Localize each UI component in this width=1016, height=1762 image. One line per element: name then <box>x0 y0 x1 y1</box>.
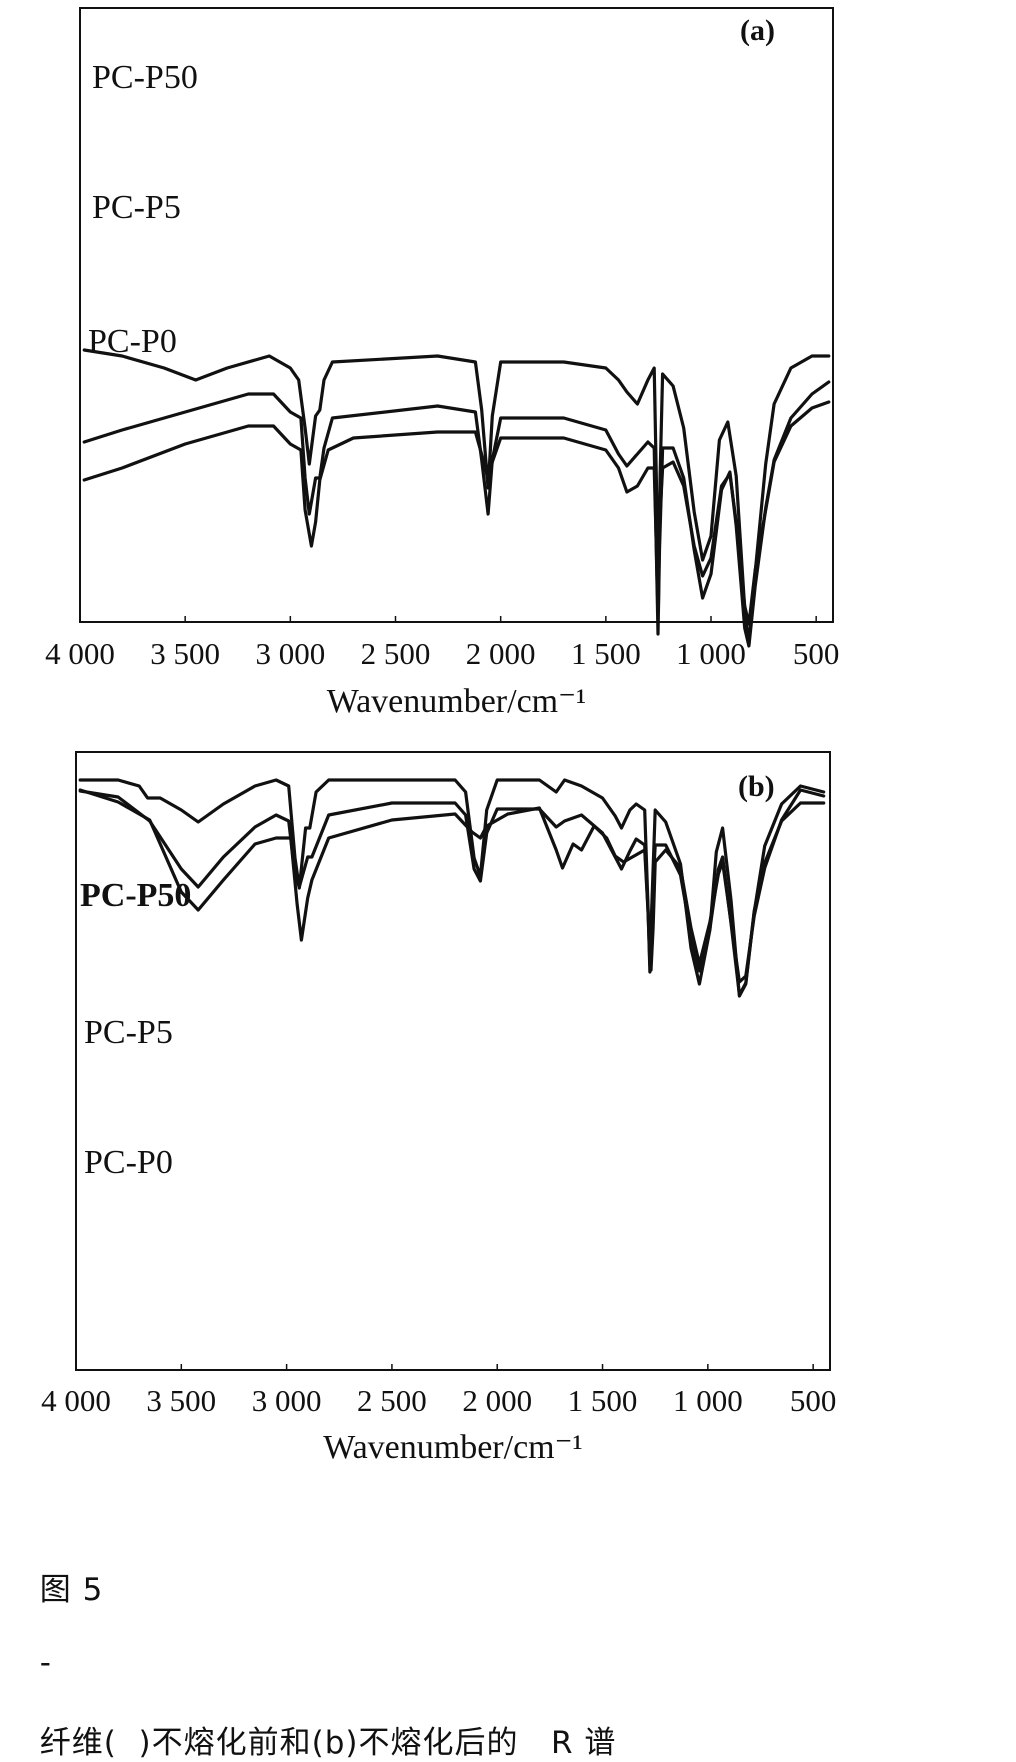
figure-number: 图 5 <box>39 1572 104 1608</box>
x-tick-label: 2 000 <box>462 1383 532 1418</box>
x-tick-label: 2 500 <box>361 636 431 671</box>
x-axis-label: Wavenumber/cm⁻¹ <box>323 1429 583 1466</box>
x-tick-label: 1 500 <box>571 636 641 671</box>
caption-text: 纤维( )不熔化前和(b)不熔化后的 R 谱 <box>39 1725 617 1761</box>
panel-a: 4 000 3 500 3 000 2 500 2 000 1 500 1 000 500 Wa… <box>45 7 840 720</box>
x-tick-label: 500 <box>790 1383 837 1418</box>
x-tick-label: 4 000 <box>45 636 115 671</box>
series-line-pc-p0 <box>78 778 826 998</box>
x-tick-label: 1 500 <box>568 1383 638 1418</box>
ir-spectra-figure: 4 000 3 500 3 000 2 500 2 000 1 500 1 000 500 Wa… <box>41 7 840 1466</box>
x-tick-label: 4 000 <box>41 1383 111 1418</box>
x-tick-label: 3 500 <box>150 636 220 671</box>
x-tick-label: 2 500 <box>357 1383 427 1418</box>
x-tick-label: 3 000 <box>255 636 325 671</box>
series-line-pc-p0 <box>82 348 831 646</box>
series-label-pc-p0: PC-P0 <box>84 1144 173 1181</box>
x-tick-label: 3 000 <box>252 1383 322 1418</box>
plot-frame <box>75 751 831 1371</box>
series-line-pc-p5 <box>82 380 831 648</box>
series-label-pc-p5: PC-P5 <box>84 1014 173 1051</box>
x-tick-label: 1 000 <box>676 636 746 671</box>
x-axis-label: Wavenumber/cm⁻¹ <box>327 683 587 720</box>
series-line-pc-p5 <box>78 789 826 997</box>
caption-dash: - <box>39 1645 52 1681</box>
panel-label: (b) <box>738 770 775 803</box>
plot-frame <box>79 7 834 623</box>
x-tick-label: 3 500 <box>146 1383 216 1418</box>
x-tick-label: 1 000 <box>673 1383 743 1418</box>
series-label-pc-p5: PC-P5 <box>92 189 181 226</box>
panel-b: 4 000 3 500 3 000 2 500 2 000 1 500 1 000 500 Wa… <box>41 751 837 1466</box>
x-tick-label: 2 000 <box>466 636 536 671</box>
series-label-pc-p50: PC-P50 <box>92 59 198 96</box>
panel-label: (a) <box>740 14 775 47</box>
series-label-pc-p0: PC-P0 <box>88 323 177 360</box>
x-tick-label: 500 <box>793 636 840 671</box>
series-label-pc-p50: PC-P50 <box>80 877 191 914</box>
figure-caption: 图 5 - 纤维( )不熔化前和(b)不熔化后的 R 谱 <box>18 1528 998 1761</box>
